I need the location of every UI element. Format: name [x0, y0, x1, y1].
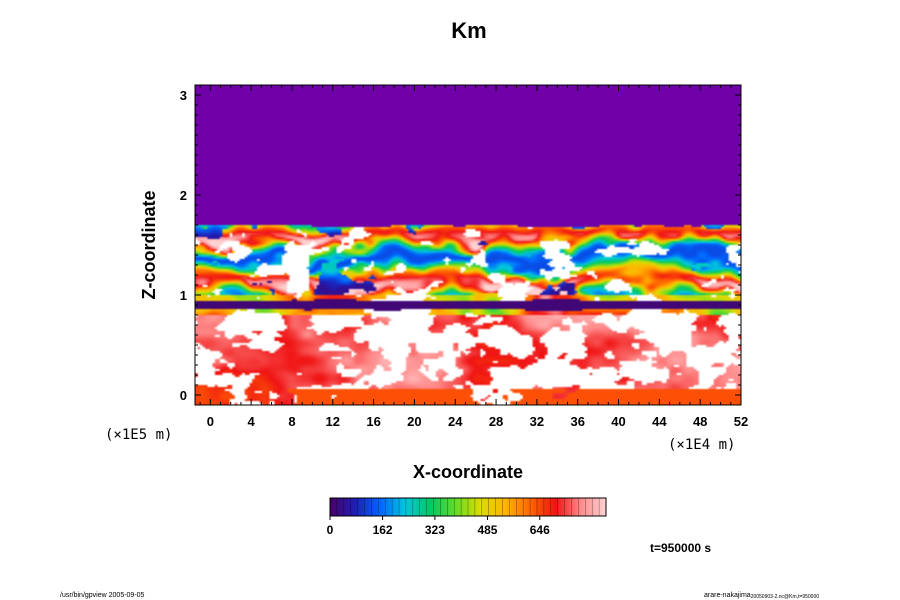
time-label: t=950000 s	[650, 541, 711, 555]
chart-title: Km	[451, 18, 486, 43]
x-tick-label: 40	[611, 414, 625, 429]
x-axis-ticks: 0 4 8 12 16 20 24 28 32 36 40 44 48 52	[199, 85, 748, 429]
colorbar-frame	[329, 497, 607, 517]
x-scale-label: (×1E4 m)	[668, 437, 735, 453]
footer-right-sub: 20050903-2.nc@Km,t=950000	[751, 594, 820, 600]
colorbar-ticks: 0 162 323 485 646	[327, 516, 550, 537]
x-tick-label: 20	[407, 414, 421, 429]
x-tick-label: 48	[693, 414, 707, 429]
x-tick-label: 28	[489, 414, 503, 429]
y-axis-ticks: 0 1 2 3	[180, 88, 741, 403]
colorbar-tick-label: 646	[530, 523, 550, 537]
x-tick-label: 52	[734, 414, 748, 429]
y-tick-label: 0	[180, 388, 187, 403]
x-axis-label: X-coordinate	[413, 462, 523, 482]
y-tick-label: 2	[180, 188, 187, 203]
colorbar-tick-label: 323	[425, 523, 445, 537]
heatmap-image	[195, 85, 741, 405]
x-tick-label: 4	[248, 414, 256, 429]
footer-right-main: arare-nakajima	[704, 592, 751, 599]
colorbar-tick-label: 485	[477, 523, 497, 537]
x-tick-label: 44	[652, 414, 667, 429]
y-scale-label: (×1E5 m)	[105, 427, 172, 443]
x-tick-label: 8	[288, 414, 295, 429]
y-tick-label: 3	[180, 88, 187, 103]
footer-right: arare-nakajima20050903-2.nc@Km,t=950000	[704, 592, 819, 600]
x-tick-label: 12	[326, 414, 340, 429]
y-tick-label: 1	[180, 288, 187, 303]
colorbar-tick-label: 0	[327, 523, 334, 537]
x-tick-label: 0	[207, 414, 214, 429]
colorbar-tick-label: 162	[373, 523, 393, 537]
heatmap-field	[195, 85, 741, 405]
colorbar: 0 162 323 485 646	[327, 497, 607, 537]
x-tick-label: 24	[448, 414, 463, 429]
x-tick-label: 32	[530, 414, 544, 429]
y-axis-label: Z-coordinate	[139, 190, 159, 299]
footer-left: /usr/bin/gpview 2005-09-05	[60, 592, 145, 599]
x-tick-label: 36	[570, 414, 584, 429]
colorbar-strips	[336, 498, 600, 516]
x-tick-label: 16	[366, 414, 380, 429]
